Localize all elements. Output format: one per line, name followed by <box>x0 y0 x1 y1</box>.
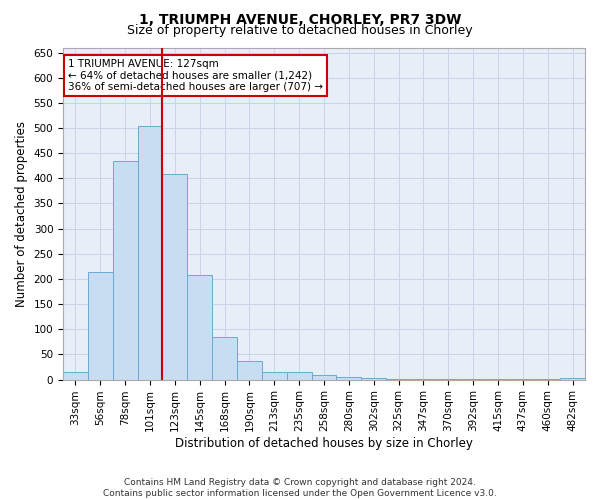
Bar <box>535 379 560 380</box>
Bar <box>337 376 361 380</box>
Bar <box>187 276 212 380</box>
Bar <box>511 379 535 380</box>
Bar <box>63 372 88 380</box>
Text: Size of property relative to detached houses in Chorley: Size of property relative to detached ho… <box>127 24 473 37</box>
Bar <box>137 126 163 380</box>
Bar <box>237 361 262 380</box>
Bar <box>461 378 485 380</box>
X-axis label: Distribution of detached houses by size in Chorley: Distribution of detached houses by size … <box>175 437 473 450</box>
Bar <box>560 378 585 380</box>
Bar <box>485 378 511 380</box>
Bar <box>262 372 287 380</box>
Text: 1, TRIUMPH AVENUE, CHORLEY, PR7 3DW: 1, TRIUMPH AVENUE, CHORLEY, PR7 3DW <box>139 12 461 26</box>
Y-axis label: Number of detached properties: Number of detached properties <box>15 120 28 306</box>
Bar <box>411 378 436 380</box>
Bar <box>287 372 311 380</box>
Bar <box>212 337 237 380</box>
Bar <box>88 272 113 380</box>
Text: Contains HM Land Registry data © Crown copyright and database right 2024.
Contai: Contains HM Land Registry data © Crown c… <box>103 478 497 498</box>
Bar <box>113 160 137 380</box>
Bar <box>311 374 337 380</box>
Bar <box>361 378 386 380</box>
Bar <box>163 174 187 380</box>
Text: 1 TRIUMPH AVENUE: 127sqm
← 64% of detached houses are smaller (1,242)
36% of sem: 1 TRIUMPH AVENUE: 127sqm ← 64% of detach… <box>68 59 323 92</box>
Bar <box>386 378 411 380</box>
Bar <box>436 378 461 380</box>
